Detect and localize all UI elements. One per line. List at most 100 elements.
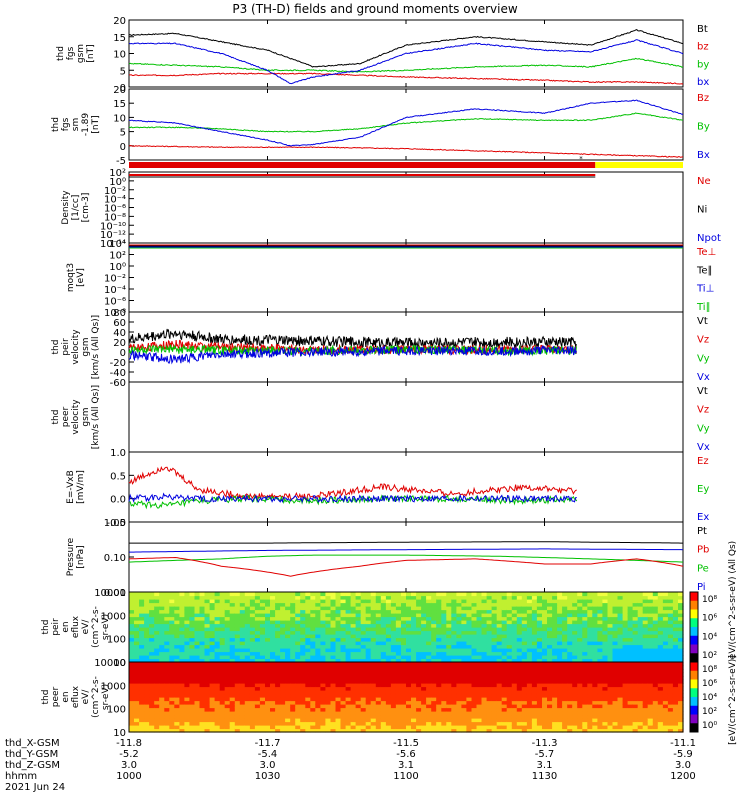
heatmap-cell xyxy=(602,630,608,635)
heatmap-cell xyxy=(159,728,165,733)
heatmap-cell xyxy=(456,711,462,716)
heatmap-cell xyxy=(169,714,175,719)
heatmap-cell xyxy=(416,693,422,698)
heatmap-cell xyxy=(622,704,629,709)
heatmap-cell xyxy=(491,669,498,674)
heatmap-cell xyxy=(597,613,603,618)
heatmap-cell xyxy=(295,595,301,600)
heatmap-cell xyxy=(199,672,206,677)
heatmap-cell xyxy=(642,620,649,625)
heatmap-cell xyxy=(662,721,669,726)
heatmap-cell xyxy=(355,700,362,705)
heatmap-cell xyxy=(622,644,629,649)
heatmap-cell xyxy=(350,634,357,639)
heatmap-cell xyxy=(476,704,483,709)
heatmap-cell xyxy=(214,651,221,656)
heatmap-cell xyxy=(375,630,382,635)
heatmap-cell xyxy=(330,683,337,688)
heatmap-cell xyxy=(129,676,135,681)
heatmap-cell xyxy=(164,697,170,702)
heatmap-cell xyxy=(526,606,533,611)
heatmap-cell xyxy=(209,679,216,684)
heatmap-cell xyxy=(244,718,251,723)
heatmap-cell xyxy=(521,648,528,653)
heatmap-cell xyxy=(305,592,311,597)
heatmap-cell xyxy=(461,679,467,684)
heatmap-cell xyxy=(335,655,342,660)
heatmap-cell xyxy=(360,686,367,691)
heatmap-cell xyxy=(678,721,684,726)
heatmap-cell xyxy=(244,599,251,604)
colorbar-label: eV/(cm^2-s-sr-eV) (All Qs) xyxy=(728,541,738,659)
heatmap-cell xyxy=(431,620,437,625)
heatmap-cell xyxy=(204,711,211,716)
y-axis-label: [km/s (All Qs)] xyxy=(91,385,101,449)
heatmap-cell xyxy=(219,651,226,656)
heatmap-cell xyxy=(451,602,457,607)
heatmap-cell xyxy=(627,718,634,723)
heatmap-cell xyxy=(516,602,523,607)
heatmap-cell xyxy=(667,613,674,618)
heatmap-cell xyxy=(592,676,598,681)
heatmap-cell xyxy=(632,592,639,597)
heatmap-cell xyxy=(209,595,216,600)
heatmap-cell xyxy=(557,641,563,646)
heatmap-cell xyxy=(340,676,347,681)
heatmap-cell xyxy=(612,700,619,705)
heatmap-cell xyxy=(486,630,493,635)
heatmap-cell xyxy=(597,700,603,705)
heatmap-cell xyxy=(239,728,246,733)
heatmap-cell xyxy=(265,718,271,723)
heatmap-cell xyxy=(330,704,337,709)
heatmap-cell xyxy=(194,634,201,639)
heatmap-cell xyxy=(275,679,281,684)
heatmap-cell xyxy=(431,683,437,688)
heatmap-cell xyxy=(587,672,593,677)
heatmap-cell xyxy=(174,630,180,635)
heatmap-cell xyxy=(280,669,286,674)
heatmap-cell xyxy=(506,672,513,677)
heatmap-cell xyxy=(632,595,639,600)
heatmap-cell xyxy=(496,714,503,719)
heatmap-cell xyxy=(471,721,478,726)
heatmap-cell xyxy=(657,690,664,695)
heatmap-cell xyxy=(667,711,674,716)
heatmap-cell xyxy=(572,623,578,628)
heatmap-cell xyxy=(536,592,543,597)
heatmap-cell xyxy=(557,676,563,681)
heatmap-cell xyxy=(622,648,629,653)
heatmap-cell xyxy=(577,686,583,691)
heatmap-cell xyxy=(526,683,533,688)
heatmap-cell xyxy=(667,697,674,702)
heatmap-cell xyxy=(204,693,211,698)
heatmap-cell xyxy=(536,637,543,642)
heatmap-cell xyxy=(154,707,160,712)
heatmap-cell xyxy=(285,606,291,611)
heatmap-cell xyxy=(451,634,457,639)
heatmap-cell xyxy=(607,655,614,660)
heatmap-cell xyxy=(355,599,362,604)
heatmap-cell xyxy=(496,623,503,628)
heatmap-cell xyxy=(345,630,352,635)
heatmap-cell xyxy=(441,606,447,611)
heatmap-cell xyxy=(632,676,639,681)
heatmap-cell xyxy=(174,599,180,604)
heatmap-cell xyxy=(254,592,261,597)
heatmap-cell xyxy=(667,616,674,621)
heatmap-cell xyxy=(597,630,603,635)
heatmap-cell xyxy=(592,690,598,695)
heatmap-cell xyxy=(370,721,377,726)
heatmap-cell xyxy=(657,595,664,600)
heatmap-cell xyxy=(607,662,614,667)
heatmap-cell xyxy=(234,623,241,628)
heatmap-cell xyxy=(224,623,231,628)
heatmap-cell xyxy=(471,651,478,656)
heatmap-cell xyxy=(627,690,634,695)
heatmap-cell xyxy=(476,606,483,611)
heatmap-cell xyxy=(179,669,185,674)
heatmap-cell xyxy=(390,707,397,712)
heatmap-cell xyxy=(300,728,306,733)
heatmap-cell xyxy=(652,728,659,733)
heatmap-cell xyxy=(335,599,342,604)
